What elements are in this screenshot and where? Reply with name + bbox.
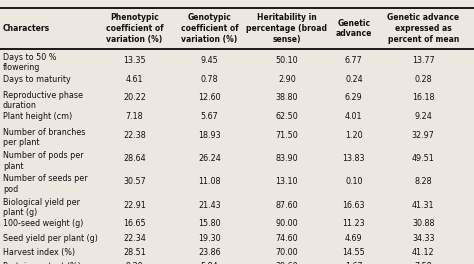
Text: 21.43: 21.43 — [198, 201, 221, 210]
Text: 2.90: 2.90 — [278, 75, 296, 84]
Text: 4.69: 4.69 — [345, 234, 363, 243]
Text: Heritability in
percentage (broad
sense): Heritability in percentage (broad sense) — [246, 13, 327, 44]
Text: 26.24: 26.24 — [198, 154, 221, 163]
Text: 7.58: 7.58 — [414, 262, 432, 264]
Text: Seed yield per plant (g): Seed yield per plant (g) — [3, 234, 98, 243]
Text: 0.78: 0.78 — [201, 75, 219, 84]
Text: 34.33: 34.33 — [412, 234, 435, 243]
Text: 30.57: 30.57 — [123, 177, 146, 186]
Text: 13.83: 13.83 — [343, 154, 365, 163]
Text: 5.84: 5.84 — [201, 262, 219, 264]
Text: 16.18: 16.18 — [412, 93, 435, 102]
Text: 50.10: 50.10 — [275, 56, 298, 65]
Text: 22.91: 22.91 — [123, 201, 146, 210]
Text: Genetic advance
expressed as
percent of mean: Genetic advance expressed as percent of … — [387, 13, 459, 44]
Text: 1.67: 1.67 — [345, 262, 363, 264]
Text: 41.31: 41.31 — [412, 201, 435, 210]
Text: 16.63: 16.63 — [343, 201, 365, 210]
Text: 100-seed weight (g): 100-seed weight (g) — [3, 219, 83, 228]
Text: 6.77: 6.77 — [345, 56, 363, 65]
Text: 13.10: 13.10 — [275, 177, 298, 186]
Text: 62.50: 62.50 — [275, 112, 298, 121]
Text: Biological yield per
plant (g): Biological yield per plant (g) — [3, 198, 80, 217]
Text: 39.60: 39.60 — [275, 262, 298, 264]
Text: Protein content (%): Protein content (%) — [3, 262, 81, 264]
Text: Phenotypic
coefficient of
variation (%): Phenotypic coefficient of variation (%) — [106, 13, 164, 44]
Text: 13.35: 13.35 — [123, 56, 146, 65]
Text: 32.97: 32.97 — [412, 131, 435, 140]
Text: 6.29: 6.29 — [345, 93, 363, 102]
Text: Genotypic
coefficient of
variation (%): Genotypic coefficient of variation (%) — [181, 13, 238, 44]
Text: 22.38: 22.38 — [123, 131, 146, 140]
Text: 4.01: 4.01 — [345, 112, 363, 121]
Text: Plant height (cm): Plant height (cm) — [3, 112, 72, 121]
Text: 8.28: 8.28 — [414, 177, 432, 186]
Text: Harvest index (%): Harvest index (%) — [3, 248, 75, 257]
Text: 9.45: 9.45 — [201, 56, 219, 65]
Text: 87.60: 87.60 — [275, 201, 298, 210]
Text: 0.10: 0.10 — [345, 177, 363, 186]
Text: 22.34: 22.34 — [123, 234, 146, 243]
Text: 19.30: 19.30 — [198, 234, 221, 243]
Text: 83.90: 83.90 — [275, 154, 298, 163]
Text: 16.65: 16.65 — [123, 219, 146, 228]
Text: 9.29: 9.29 — [126, 262, 144, 264]
Text: 18.93: 18.93 — [198, 131, 221, 140]
Text: Number of seeds per
pod: Number of seeds per pod — [3, 175, 88, 194]
Text: 41.12: 41.12 — [412, 248, 435, 257]
Text: 13.77: 13.77 — [412, 56, 435, 65]
Text: 70.00: 70.00 — [275, 248, 298, 257]
Text: 71.50: 71.50 — [275, 131, 298, 140]
Text: Days to maturity: Days to maturity — [3, 75, 71, 84]
Text: 15.80: 15.80 — [198, 219, 221, 228]
Text: 4.61: 4.61 — [126, 75, 143, 84]
Text: Reproductive phase
duration: Reproductive phase duration — [3, 91, 83, 110]
Text: 5.67: 5.67 — [201, 112, 219, 121]
Text: Number of pods per
plant: Number of pods per plant — [3, 151, 83, 171]
Text: Genetic
advance: Genetic advance — [336, 18, 372, 38]
Text: Days to 50 %
flowering: Days to 50 % flowering — [3, 53, 56, 72]
Text: 74.60: 74.60 — [275, 234, 298, 243]
Text: 38.80: 38.80 — [275, 93, 298, 102]
Text: 11.08: 11.08 — [198, 177, 221, 186]
Text: 23.86: 23.86 — [198, 248, 221, 257]
Text: 12.60: 12.60 — [198, 93, 221, 102]
Text: 28.51: 28.51 — [123, 248, 146, 257]
Text: 20.22: 20.22 — [123, 93, 146, 102]
Text: 0.28: 0.28 — [414, 75, 432, 84]
Text: 11.23: 11.23 — [343, 219, 365, 228]
Text: 30.88: 30.88 — [412, 219, 435, 228]
Text: 9.24: 9.24 — [414, 112, 432, 121]
Text: 14.55: 14.55 — [343, 248, 365, 257]
Text: Number of branches
per plant: Number of branches per plant — [3, 128, 85, 147]
Text: 0.24: 0.24 — [345, 75, 363, 84]
Text: 90.00: 90.00 — [275, 219, 298, 228]
Text: 7.18: 7.18 — [126, 112, 144, 121]
Text: 28.64: 28.64 — [123, 154, 146, 163]
Text: 1.20: 1.20 — [345, 131, 363, 140]
Text: 49.51: 49.51 — [412, 154, 435, 163]
Text: Characters: Characters — [3, 24, 50, 33]
